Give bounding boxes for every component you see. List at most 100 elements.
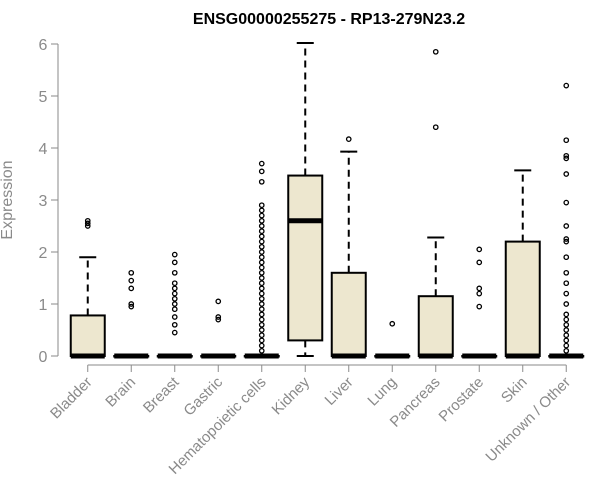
y-axis-label: Expression [0, 160, 16, 239]
x-tick-label: Kidney [269, 373, 314, 418]
outlier-point [258, 249, 265, 255]
outlier-point [258, 233, 265, 240]
box-lung [374, 320, 411, 359]
y-tick-label: 1 [39, 297, 48, 314]
outlier-point [389, 320, 396, 327]
outlier-point [563, 337, 570, 344]
x-tick-label: Lung [364, 374, 400, 410]
outlier-point [258, 243, 265, 250]
outlier-point [258, 178, 265, 185]
y-axis: 0 1 2 3 4 5 6 [39, 37, 59, 366]
outlier-point [563, 254, 570, 261]
box-prostate [461, 246, 498, 359]
outlier-point [171, 251, 178, 258]
x-tick-label: Breast [140, 373, 183, 416]
outlier-point [171, 306, 178, 313]
outlier-point [258, 212, 265, 219]
outlier-point [171, 290, 178, 297]
box-body [69, 314, 106, 358]
outlier-point [258, 168, 265, 175]
outlier-point [345, 136, 352, 143]
outlier-point [563, 199, 570, 206]
outlier-point [258, 306, 265, 313]
outlier-point [563, 152, 570, 159]
outlier-point [128, 301, 135, 307]
outlier-point [258, 280, 265, 287]
outlier-point [258, 223, 265, 229]
outlier-point [476, 290, 483, 297]
outlier-point [563, 311, 570, 318]
outlier-point [171, 314, 178, 320]
outlier-point [171, 295, 178, 302]
outlier-point [128, 277, 135, 284]
outlier-point [258, 228, 265, 235]
outlier-point [258, 259, 265, 266]
outlier-point [258, 337, 265, 344]
box-body [330, 271, 367, 357]
box-pancreas [417, 48, 454, 359]
box-series [69, 41, 585, 359]
x-tick-label: Skin [498, 374, 531, 407]
outlier-point [258, 295, 265, 302]
outlier-point [215, 298, 222, 305]
outlier-point [128, 285, 135, 292]
box-liver [330, 136, 367, 359]
outlier-point [171, 329, 178, 336]
outlier-point [563, 332, 570, 339]
outlier-point [84, 220, 91, 227]
box-bladder [69, 217, 106, 359]
outlier-point [258, 347, 265, 354]
outlier-point [171, 321, 178, 328]
outlier-point [563, 321, 570, 328]
outlier-point [258, 327, 265, 333]
outlier-point [258, 264, 265, 271]
outlier-point [258, 342, 265, 349]
box-gastric [200, 298, 237, 359]
outlier-point [215, 316, 222, 323]
outlier-point [171, 280, 178, 287]
outlier-point [476, 303, 483, 310]
outlier-point [171, 285, 178, 292]
outlier-point [128, 303, 135, 310]
y-tick-label: 3 [39, 193, 48, 210]
outlier-point [563, 223, 570, 229]
y-tick-label: 6 [39, 37, 48, 54]
outlier-point [258, 311, 265, 318]
outlier-point [563, 347, 570, 354]
outlier-point [128, 269, 135, 276]
outlier-point [215, 314, 222, 320]
outlier-point [563, 236, 570, 242]
outlier-point [171, 269, 178, 276]
outlier-point [258, 207, 265, 214]
x-tick-label: Brain [102, 374, 139, 411]
box-unknown-other [548, 82, 585, 359]
y-tick-label: 5 [39, 89, 48, 106]
outlier-point [432, 48, 439, 55]
outlier-point [476, 246, 483, 253]
outlier-point [563, 155, 570, 162]
x-tick-label: Liver [322, 374, 357, 409]
box-body [287, 174, 324, 342]
outlier-point [84, 223, 91, 229]
y-tick-label: 2 [39, 245, 48, 262]
outlier-point [258, 254, 265, 261]
outlier-point [258, 285, 265, 292]
y-tick-label: 0 [39, 349, 48, 366]
outlier-point [432, 124, 439, 131]
outlier-point [258, 238, 265, 245]
box-body [504, 240, 541, 358]
outlier-point [563, 301, 570, 307]
outlier-point [563, 238, 570, 245]
outlier-point [563, 137, 570, 144]
chart-title: ENSG00000255275 - RP13-279N23.2 [193, 11, 465, 28]
outlier-point [171, 301, 178, 307]
outlier-point [563, 82, 570, 89]
box-skin [504, 169, 541, 359]
outlier-point [258, 275, 265, 281]
x-tick-label: Prostate [436, 374, 488, 426]
outlier-point [258, 269, 265, 276]
outlier-point [258, 301, 265, 307]
outlier-point [258, 290, 265, 297]
